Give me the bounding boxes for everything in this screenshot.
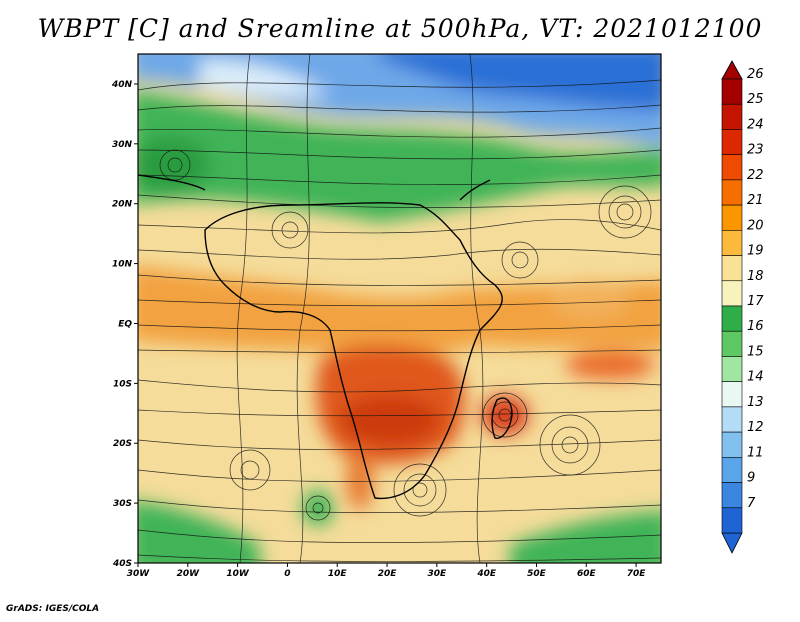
colorbar-swatch [721,330,743,357]
colorbar-label: 7 [747,496,756,511]
south-atlantic-green-eddy [302,490,334,526]
colorbar-label: 19 [747,244,764,259]
colorbar-label: 17 [747,294,764,309]
west-coast-fragment [138,174,206,191]
colorbar-label: 11 [747,445,764,460]
lat-tick-label: 20N [112,200,133,210]
southern-africa-inner-core [340,395,440,445]
north-pale-patch [200,60,330,97]
colorbar: 26 25 24 23 22 21 20 19 18 17 16 15 14 13 12 11 9 7 [721,60,764,554]
southern-green-band-east [510,510,661,563]
lat-tick-label: 40S [112,559,132,569]
southern-green-band-west [138,501,260,563]
colorbar-swatch [721,179,743,206]
lat-tick-label: 10N [112,260,133,270]
colorbar-label: 16 [747,319,764,334]
colorbar-swatch [721,154,743,181]
colorbar-label: 20 [747,218,764,233]
colorbar-swatch [721,356,743,382]
credit-text: GrADS: IGES/COLA [6,604,100,614]
colorbar-label: 25 [747,92,764,107]
lon-tick-label: 40E [476,569,497,579]
north-green-eddy [138,137,210,193]
lon-tick-label: 60E [577,569,597,579]
colorbar-label: 12 [747,420,764,435]
colorbar-swatch [721,78,743,105]
north-green-band [138,91,661,222]
colorbar-swatch [721,406,743,433]
colorbar-label: 21 [747,193,764,208]
madagascar-coast [491,397,513,439]
colorbar-label: 9 [747,471,755,486]
lon-tick-label: 30E [428,569,448,579]
colorbar-label: 15 [747,344,764,359]
red-sea-coast [459,179,491,201]
colorbar-label: 23 [747,143,764,158]
lon-tick-label: 10W [226,569,250,579]
east-amber-patch [550,280,630,320]
colorbar-label: 14 [747,370,764,385]
colorbar-swatch [721,204,743,231]
colorbar-swatch [721,305,743,332]
colorbar-swatch [721,103,743,130]
africa-coast [204,202,503,500]
equatorial-orange-band [138,266,661,354]
lon-tick-label: 20E [378,569,398,579]
chart-title: WBPT [C] and Sreamline at 500hPa, VT: 20… [37,14,763,43]
lat-tick-label: 30N [112,140,133,150]
colorbar-swatch [721,280,743,307]
colorbar-label: 18 [747,269,764,284]
lon-tick-label: 70E [627,569,647,579]
streamlines [138,54,661,563]
colorbar-swatch [721,482,743,509]
colorbar-swatch [721,431,743,458]
north-deep-blue-zone [380,54,661,110]
colorbar-label: 13 [747,395,764,410]
lon-tick-label: 20W [177,569,201,579]
longitude-axis: 30W 20W 10W 0 10E 20E 30E 40E 50E 60E 70E [127,563,647,579]
colorbar-label: 24 [747,117,764,132]
colorbar-swatch [721,507,743,534]
map-panel [138,54,661,563]
colorbar-top-arrow [721,60,743,80]
madagascar-cyclone-core [481,395,529,435]
colorbar-label: 22 [747,168,764,183]
map-frame [137,53,662,564]
colorbar-swatch [721,457,743,483]
east-orange-patch [565,351,655,379]
latitude-axis: 40N 30N 20N 10N EQ 10S 20S 30S 40S [111,80,138,569]
lat-tick-label: 10S [113,379,132,389]
lon-tick-label: 10E [328,569,348,579]
lat-tick-label: 40N [111,80,133,90]
coastlines [138,174,513,500]
colorbar-label: 26 [747,67,764,82]
colorbar-bottom-arrow [721,532,743,554]
lon-tick-label: 50E [527,569,547,579]
colorbar-swatch [721,381,743,408]
south-orange-tongue [346,450,374,510]
colorbar-swatch [721,230,743,256]
lat-tick-label: 30S [113,499,132,509]
lat-tick-label: 20S [113,439,132,449]
lon-tick-label: 0 [284,569,290,579]
lon-tick-label: 30W [127,569,151,579]
lat-tick-label: EQ [118,319,132,329]
colorbar-swatch [721,129,743,155]
colorbar-swatch [721,255,743,282]
